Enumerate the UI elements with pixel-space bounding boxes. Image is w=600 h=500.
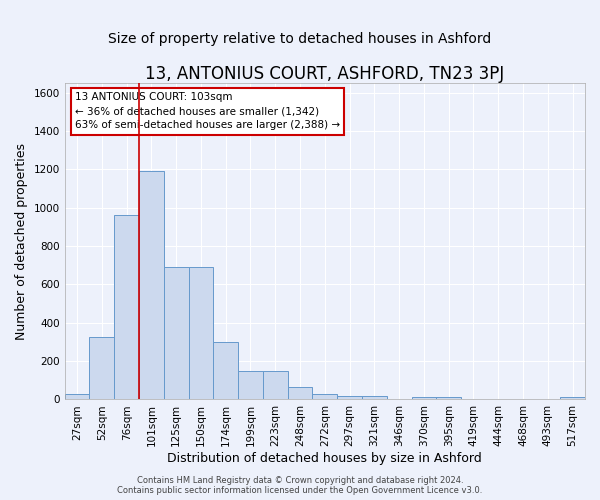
Bar — [214, 342, 238, 400]
Bar — [89, 337, 114, 400]
Bar — [436, 396, 461, 400]
Bar — [287, 387, 313, 400]
Bar — [412, 396, 436, 400]
Bar — [164, 267, 188, 400]
Title: 13, ANTONIUS COURT, ASHFORD, TN23 3PJ: 13, ANTONIUS COURT, ASHFORD, TN23 3PJ — [145, 65, 505, 83]
Bar — [263, 370, 287, 400]
Bar — [139, 171, 164, 400]
Text: Contains HM Land Registry data © Crown copyright and database right 2024.
Contai: Contains HM Land Registry data © Crown c… — [118, 476, 482, 495]
Bar — [362, 396, 387, 400]
Bar — [65, 394, 89, 400]
Y-axis label: Number of detached properties: Number of detached properties — [15, 142, 28, 340]
Bar — [114, 216, 139, 400]
Text: 13 ANTONIUS COURT: 103sqm
← 36% of detached houses are smaller (1,342)
63% of se: 13 ANTONIUS COURT: 103sqm ← 36% of detac… — [75, 92, 340, 130]
Bar — [313, 394, 337, 400]
Bar — [188, 267, 214, 400]
Bar — [337, 396, 362, 400]
Bar — [560, 396, 585, 400]
Bar — [238, 370, 263, 400]
X-axis label: Distribution of detached houses by size in Ashford: Distribution of detached houses by size … — [167, 452, 482, 465]
Text: Size of property relative to detached houses in Ashford: Size of property relative to detached ho… — [109, 32, 491, 46]
